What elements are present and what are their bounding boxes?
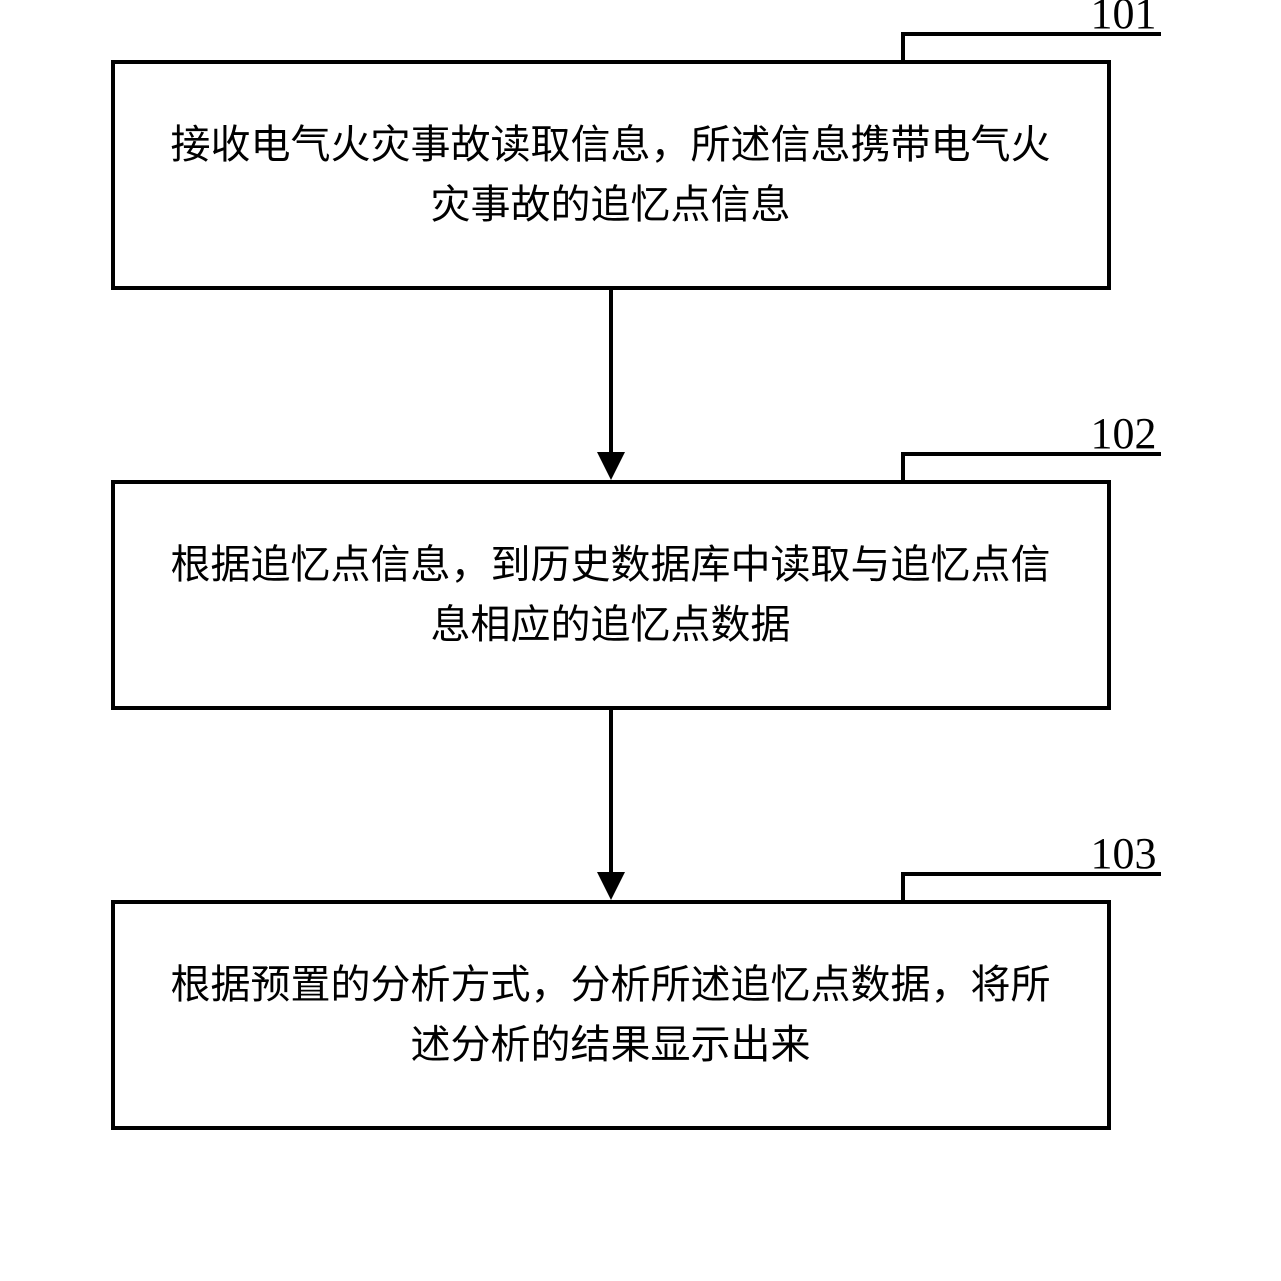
flow-box-step1: 接收电气火灾事故读取信息，所述信息携带电气火灾事故的追忆点信息: [111, 60, 1111, 290]
flow-box-text: 接收电气火灾事故读取信息，所述信息携带电气火灾事故的追忆点信息: [155, 115, 1067, 235]
callout-tick: [901, 872, 905, 900]
arrow-head-icon: [597, 452, 625, 480]
callout-tick: [901, 32, 905, 60]
step-label: 102: [1091, 408, 1157, 459]
flow-box-text: 根据追忆点信息，到历史数据库中读取与追忆点信息相应的追忆点数据: [155, 535, 1067, 655]
arrow-stem: [609, 290, 613, 452]
arrow-stem: [609, 710, 613, 872]
flow-box-step3: 根据预置的分析方式，分析所述追忆点数据，将所述分析的结果显示出来: [111, 900, 1111, 1130]
flow-box-step2: 根据追忆点信息，到历史数据库中读取与追忆点信息相应的追忆点数据: [111, 480, 1111, 710]
step-label: 101: [1091, 0, 1157, 39]
flow-box-text: 根据预置的分析方式，分析所述追忆点数据，将所述分析的结果显示出来: [155, 955, 1067, 1075]
callout-tick: [901, 452, 905, 480]
arrow-head-icon: [597, 872, 625, 900]
step-label: 103: [1091, 828, 1157, 879]
